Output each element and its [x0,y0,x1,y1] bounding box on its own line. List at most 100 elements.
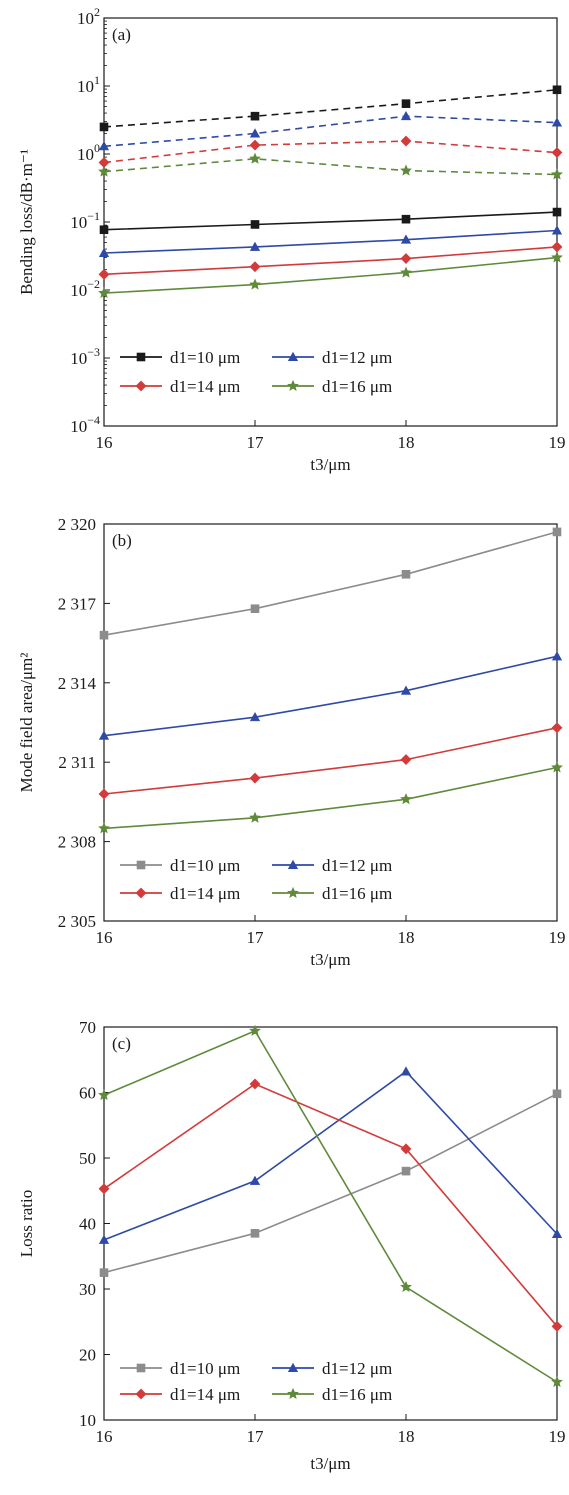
y-axis-label: Bending loss/dB·m⁻¹ [17,149,36,295]
data-point [250,220,260,229]
data-point [401,99,411,108]
data-point [400,793,412,805]
legend-item: d1=10 μm [120,1359,240,1378]
data-point [98,1234,110,1244]
legend-item: d1=10 μm [120,348,240,367]
data-point [400,135,412,147]
data-point [250,111,260,121]
y-tick-label: 2 320 [58,515,96,534]
y-tick-exponent: 0 [94,141,100,155]
data-point [551,1228,563,1238]
series-line [103,211,558,231]
y-tick-base: 10 [70,281,87,300]
data-point [98,1183,110,1195]
data-point [249,128,261,138]
data-point [400,253,412,264]
panel-label: (c) [112,1034,131,1053]
series-diamond [98,1078,563,1332]
legend-marker [287,1387,299,1400]
y-tick-label: 10−2 [70,277,100,300]
legend-label: d1=16 μm [322,1385,392,1404]
series-line [103,1093,558,1274]
x-tick-label: 19 [549,928,566,947]
y-tick-exponent: −4 [87,413,100,427]
series-triangle-dashed [98,110,563,151]
data-point [98,1088,110,1101]
data-point [98,165,110,177]
legend-marker [287,351,299,361]
data-point [551,251,563,263]
legend-marker [287,1362,299,1372]
series-square [99,527,562,640]
legend-label: d1=10 μm [170,1359,240,1378]
legend-marker [136,1363,146,1373]
y-tick-base: 10 [70,213,87,232]
legend-item: d1=16 μm [272,884,392,903]
data-point [551,722,563,734]
legend-item: d1=14 μm [120,377,240,396]
legend-marker [135,1388,147,1400]
series-line [103,89,558,128]
series-triangle [98,1066,563,1244]
data-point [98,268,110,280]
data-point [551,1375,563,1388]
data-point [401,569,411,579]
data-point [249,261,261,273]
x-tick-label: 17 [247,1427,265,1446]
y-tick-label: 50 [79,1149,96,1168]
legend-item: d1=12 μm [272,856,392,875]
x-axis-label: t3/μm [310,1454,350,1473]
series-triangle [98,651,563,740]
series-star [98,761,563,834]
legend-marker [136,860,146,870]
legend-label: d1=16 μm [322,377,392,396]
legend-label: d1=12 μm [322,348,392,367]
y-tick-exponent: −3 [87,345,100,359]
legend-label: d1=14 μm [170,1385,240,1404]
data-point [551,761,563,773]
x-tick-label: 19 [549,433,566,452]
data-point [400,1066,412,1076]
legend-marker [287,859,299,869]
data-point [250,604,260,613]
chart-panel-a: 16 17 18 1910−410−310−210−1100101102(a)d1=1… [17,5,566,474]
series-star [98,251,563,299]
legend-item: d1=16 μm [272,1385,392,1404]
series-diamond [98,722,563,800]
legend-item: d1=12 μm [272,348,392,367]
legend-item: d1=14 μm [120,1385,240,1404]
series-line [103,157,558,176]
data-point [98,822,110,834]
legend: d1=10 μm d1=12 μm d1=14 μm d1=16 μm [120,348,392,396]
data-point [98,730,110,740]
series-square-dashed [99,85,562,132]
y-tick-label: 10−4 [70,413,100,436]
data-point [98,286,110,299]
y-tick-exponent: 1 [94,73,100,87]
x-tick-label: 17 [247,928,265,947]
x-tick-label: 16 [96,1427,113,1446]
series-square [99,1089,562,1277]
series-line [103,1083,558,1327]
x-tick-label: 18 [398,928,415,947]
data-point [400,1143,412,1155]
y-tick-exponent: −2 [87,277,100,291]
data-point [250,1229,260,1238]
y-tick-label: 101 [77,73,100,96]
data-point [551,241,563,253]
y-axis-label: Loss ratio [17,1190,36,1258]
series-line [103,655,558,737]
data-point [551,168,563,180]
y-tick-label: 40 [79,1215,96,1234]
legend-item: d1=12 μm [272,1359,392,1378]
y-tick-exponent: 2 [94,5,100,19]
legend-marker [136,352,146,362]
data-point [400,110,412,121]
data-point [249,772,261,784]
data-point [249,811,261,823]
data-point [249,1078,261,1090]
legend-marker [287,886,299,899]
panel-label: (b) [112,531,132,550]
legend: d1=10 μm d1=12 μm d1=14 μm d1=16 μm [120,856,392,903]
